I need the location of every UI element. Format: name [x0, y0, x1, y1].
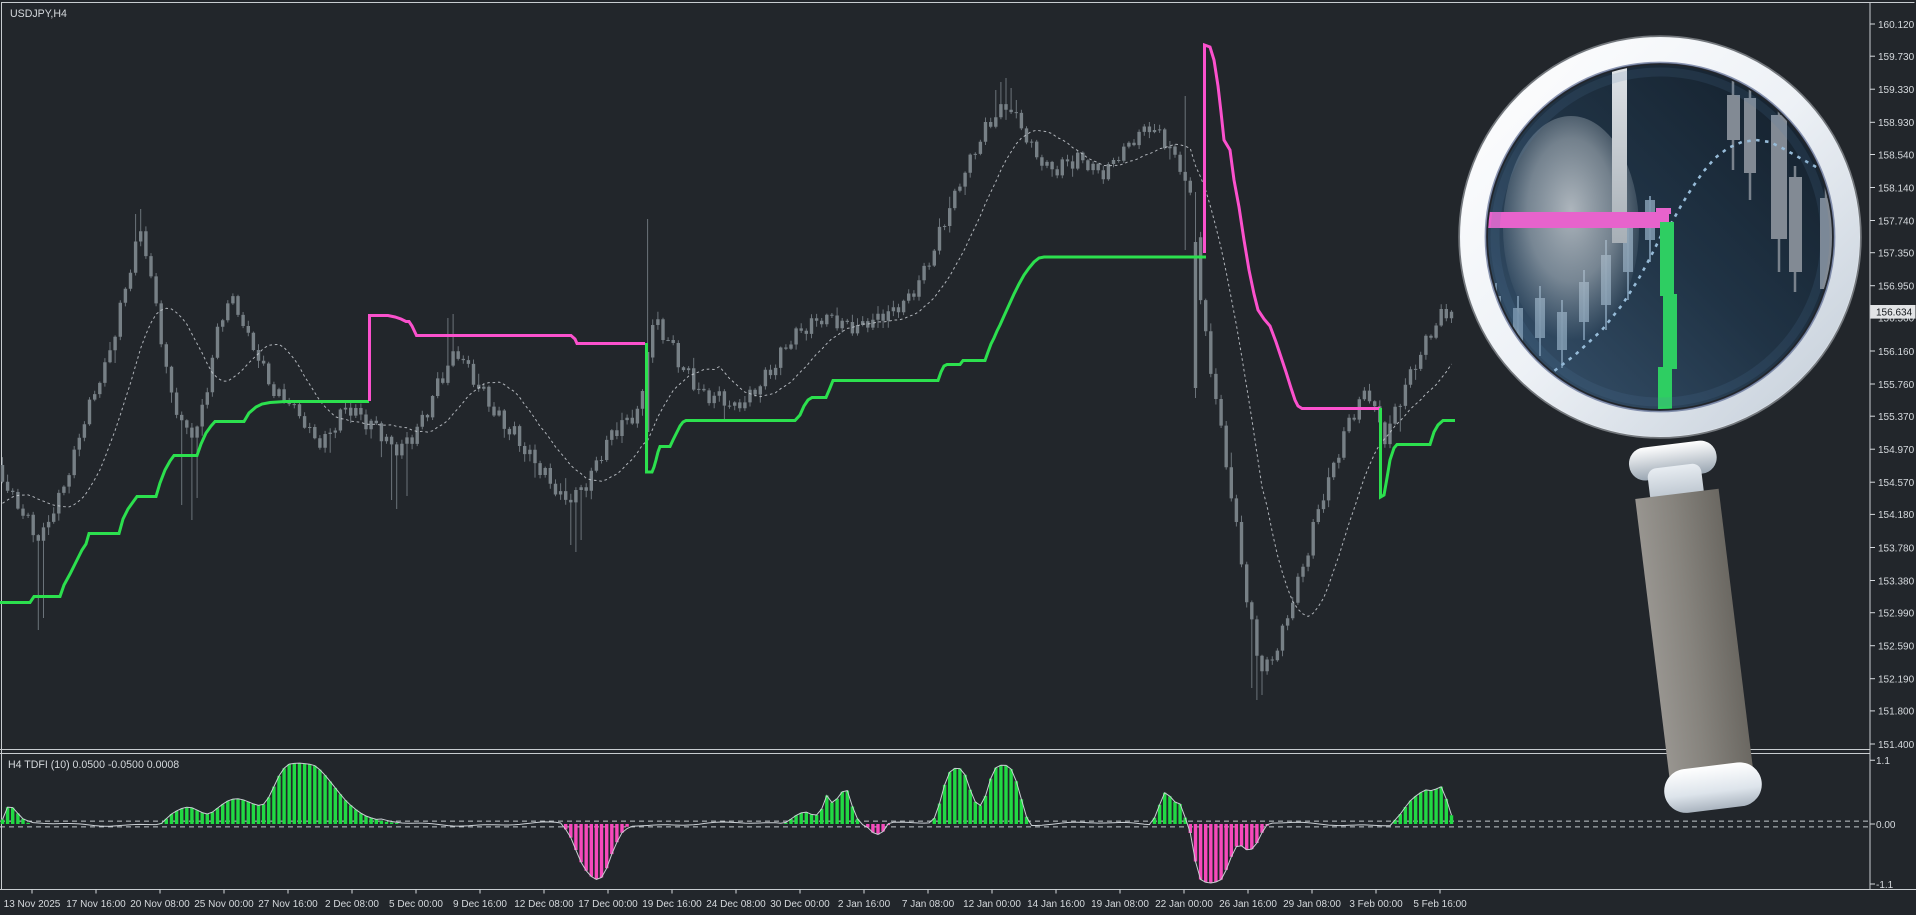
svg-text:154.970: 154.970	[1878, 445, 1915, 456]
svg-text:0.00: 0.00	[1876, 820, 1896, 831]
svg-text:157.740: 157.740	[1878, 216, 1915, 227]
svg-text:154.180: 154.180	[1878, 510, 1915, 521]
svg-text:153.380: 153.380	[1878, 576, 1915, 587]
svg-text:159.330: 159.330	[1878, 85, 1915, 96]
svg-text:154.570: 154.570	[1878, 478, 1915, 489]
svg-text:7 Jan 08:00: 7 Jan 08:00	[902, 899, 955, 910]
svg-text:152.190: 152.190	[1878, 675, 1915, 686]
svg-text:12 Dec 08:00: 12 Dec 08:00	[514, 899, 574, 910]
svg-text:2 Dec 08:00: 2 Dec 08:00	[325, 899, 379, 910]
svg-text:14 Jan 16:00: 14 Jan 16:00	[1027, 899, 1085, 910]
svg-text:151.400: 151.400	[1878, 740, 1915, 751]
svg-text:156.160: 156.160	[1878, 347, 1915, 358]
svg-text:-1.1: -1.1	[1876, 880, 1894, 891]
svg-text:12 Jan 00:00: 12 Jan 00:00	[963, 899, 1021, 910]
svg-text:156.950: 156.950	[1878, 282, 1915, 293]
svg-text:27 Nov 16:00: 27 Nov 16:00	[258, 899, 318, 910]
svg-text:157.350: 157.350	[1878, 249, 1915, 260]
svg-text:19 Jan 08:00: 19 Jan 08:00	[1091, 899, 1149, 910]
svg-text:153.780: 153.780	[1878, 543, 1915, 554]
svg-text:156.560: 156.560	[1878, 314, 1915, 325]
svg-text:155.370: 155.370	[1878, 412, 1915, 423]
svg-text:17 Dec 00:00: 17 Dec 00:00	[578, 899, 638, 910]
svg-text:160.120: 160.120	[1878, 20, 1915, 31]
svg-text:25 Nov 00:00: 25 Nov 00:00	[194, 899, 254, 910]
svg-text:159.730: 159.730	[1878, 52, 1915, 63]
svg-text:20 Nov 08:00: 20 Nov 08:00	[130, 899, 190, 910]
svg-text:5 Feb 16:00: 5 Feb 16:00	[1413, 899, 1467, 910]
svg-text:17 Nov 16:00: 17 Nov 16:00	[66, 899, 126, 910]
svg-text:29 Jan 08:00: 29 Jan 08:00	[1283, 899, 1341, 910]
svg-text:3 Feb 00:00: 3 Feb 00:00	[1349, 899, 1403, 910]
svg-text:22 Jan 00:00: 22 Jan 00:00	[1155, 899, 1213, 910]
svg-text:26 Jan 16:00: 26 Jan 16:00	[1219, 899, 1277, 910]
svg-text:152.590: 152.590	[1878, 642, 1915, 653]
svg-text:151.800: 151.800	[1878, 707, 1915, 718]
svg-text:158.930: 158.930	[1878, 118, 1915, 129]
svg-text:30 Dec 00:00: 30 Dec 00:00	[770, 899, 830, 910]
svg-text:USDJPY,H4: USDJPY,H4	[10, 8, 67, 20]
svg-text:9 Dec 16:00: 9 Dec 16:00	[453, 899, 507, 910]
svg-text:158.540: 158.540	[1878, 150, 1915, 161]
svg-text:156.634: 156.634	[1876, 308, 1913, 319]
svg-text:H4 TDFI (10) 0.0500 -0.0500 0.: H4 TDFI (10) 0.0500 -0.0500 0.0008	[8, 759, 179, 771]
svg-text:24 Dec 08:00: 24 Dec 08:00	[706, 899, 766, 910]
svg-text:155.760: 155.760	[1878, 380, 1915, 391]
svg-text:158.140: 158.140	[1878, 183, 1915, 194]
svg-text:2 Jan 16:00: 2 Jan 16:00	[838, 899, 891, 910]
svg-text:13 Nov 2025: 13 Nov 2025	[4, 899, 61, 910]
svg-text:1.1: 1.1	[1876, 756, 1890, 767]
svg-text:152.990: 152.990	[1878, 609, 1915, 620]
svg-text:19 Dec 16:00: 19 Dec 16:00	[642, 899, 702, 910]
svg-text:5 Dec 00:00: 5 Dec 00:00	[389, 899, 443, 910]
